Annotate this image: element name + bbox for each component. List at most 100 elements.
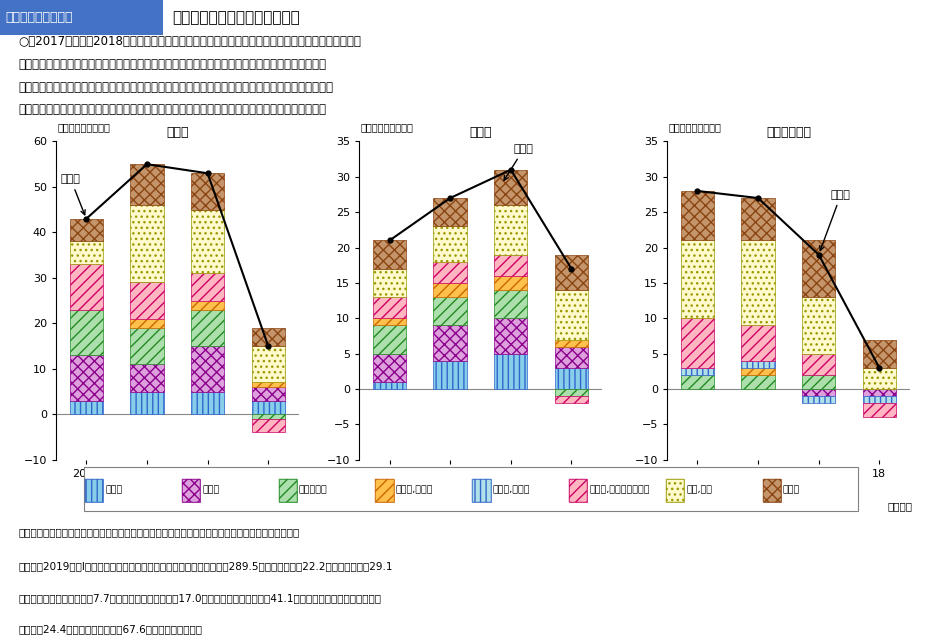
Bar xyxy=(472,479,491,502)
Bar xyxy=(681,240,714,318)
Bar xyxy=(434,226,466,262)
Bar xyxy=(191,392,224,414)
Bar xyxy=(70,355,103,401)
Bar xyxy=(802,396,835,403)
Bar xyxy=(373,297,406,318)
Bar xyxy=(434,297,466,325)
Bar xyxy=(555,368,588,389)
Bar xyxy=(85,479,104,502)
Text: 建設業: 建設業 xyxy=(105,485,122,494)
Bar xyxy=(742,361,774,368)
Text: 運輸業,郵便業: 運輸業,郵便業 xyxy=(396,485,433,494)
Bar xyxy=(681,375,714,389)
Bar xyxy=(569,479,588,502)
Bar xyxy=(70,242,103,264)
Bar xyxy=(863,403,896,417)
Text: ではいずれの就業形態でも新規求人数は前年差で増加しているが、その増加幅は縮小傾向にある。: ではいずれの就業形態でも新規求人数は前年差で増加しているが、その増加幅は縮小傾向… xyxy=(19,103,327,116)
Bar xyxy=(666,479,684,502)
Bar xyxy=(373,325,406,354)
Bar xyxy=(131,164,163,205)
Bar xyxy=(131,392,163,414)
Bar xyxy=(182,479,200,502)
Bar xyxy=(434,361,466,389)
Bar xyxy=(131,205,163,282)
Text: 産業計: 産業計 xyxy=(504,144,534,180)
Bar xyxy=(131,282,163,319)
Text: 製造業: 製造業 xyxy=(202,485,219,494)
Bar xyxy=(373,382,406,389)
Bar xyxy=(555,347,588,368)
Text: 産業計: 産業計 xyxy=(820,190,851,251)
Text: ○　2017年度から2018年度への新規求人数の就業形態別・産業別の推移をみると、正社員・パート: ○ 2017年度から2018年度への新規求人数の就業形態別・産業別の推移をみると… xyxy=(19,35,361,48)
Bar xyxy=(279,479,297,502)
Bar xyxy=(742,375,774,389)
Bar xyxy=(494,290,527,318)
Bar xyxy=(569,479,588,502)
Bar xyxy=(434,325,466,361)
Bar xyxy=(70,219,103,242)
Bar xyxy=(373,269,406,297)
Text: （年度）: （年度） xyxy=(579,501,605,511)
Bar xyxy=(373,354,406,382)
Bar xyxy=(85,479,104,502)
Bar xyxy=(375,479,394,502)
Bar xyxy=(802,389,835,396)
Bar xyxy=(70,264,103,310)
Bar xyxy=(373,318,406,325)
Bar xyxy=(0,0,163,35)
Bar xyxy=(494,276,527,290)
Text: 医療,福祉: 医療,福祉 xyxy=(686,485,712,494)
Bar xyxy=(681,318,714,368)
Bar xyxy=(252,383,285,387)
Bar xyxy=(131,319,163,328)
Bar xyxy=(742,325,774,361)
Bar xyxy=(191,210,224,273)
Bar xyxy=(681,368,714,375)
Bar xyxy=(191,310,224,346)
Bar xyxy=(666,479,684,502)
Text: 卸売業,小売業: 卸売業,小売業 xyxy=(493,485,530,494)
Text: （前年度差、万人）: （前年度差、万人） xyxy=(360,122,413,132)
Bar xyxy=(131,328,163,364)
Bar xyxy=(375,479,394,502)
Text: 宿泊業,飲食サービス業: 宿泊業,飲食サービス業 xyxy=(590,485,649,494)
Text: （年度）: （年度） xyxy=(276,501,301,511)
Bar xyxy=(70,401,103,414)
Bar xyxy=(434,198,466,226)
Text: （注）　2019年第Ⅰ四半期時点の産業別新規求人数について、産業計は289.5万人、建設業は22.2万人、製造業は29.1: （注） 2019年第Ⅰ四半期時点の産業別新規求人数について、産業計は289.5万… xyxy=(19,561,393,572)
Text: パートタイムでは「製造業」「卸売業，小売業」において前年差で減少に転じている。その他の産業: パートタイムでは「製造業」「卸売業，小売業」において前年差で減少に転じている。そ… xyxy=(19,80,334,93)
Text: その他: その他 xyxy=(783,485,801,494)
Bar xyxy=(742,368,774,375)
Text: 第１－（２）－８図: 第１－（２）－８図 xyxy=(6,11,73,24)
Bar xyxy=(191,301,224,310)
Bar xyxy=(252,419,285,433)
Bar xyxy=(494,354,527,389)
Bar xyxy=(555,340,588,347)
Bar xyxy=(863,389,896,396)
Text: タイムともに「宿泊業，飲食サービス業」が「情報通信業」が前年度差で減少に転じているほか、: タイムともに「宿泊業，飲食サービス業」が「情報通信業」が前年度差で減少に転じてい… xyxy=(19,58,327,71)
Bar xyxy=(182,479,200,502)
Bar xyxy=(863,340,896,368)
Bar xyxy=(742,240,774,325)
Bar xyxy=(279,479,297,502)
Bar xyxy=(742,198,774,240)
Bar xyxy=(434,283,466,297)
Bar xyxy=(863,396,896,403)
Bar xyxy=(802,375,835,389)
Text: 万人、情報通信業は7.7万人、運輸業，郵便業は17.0万人、卸売業，小売業は41.1万人、宿泊業，飲食サービス業: 万人、情報通信業は7.7万人、運輸業，郵便業は17.0万人、卸売業，小売業は41… xyxy=(19,593,382,603)
Bar xyxy=(802,354,835,375)
Bar xyxy=(494,318,527,354)
Bar xyxy=(863,368,896,389)
Bar xyxy=(252,346,285,383)
Bar xyxy=(70,310,103,355)
Bar xyxy=(191,346,224,392)
Bar xyxy=(494,255,527,276)
Text: 産業別にみた新規求人数の推移: 産業別にみた新規求人数の推移 xyxy=(173,10,300,25)
Bar xyxy=(191,173,224,210)
Text: 産業計: 産業計 xyxy=(61,174,85,215)
Bar xyxy=(373,240,406,269)
Bar xyxy=(555,255,588,290)
Bar xyxy=(252,328,285,346)
Bar xyxy=(252,387,285,401)
Bar xyxy=(434,262,466,283)
